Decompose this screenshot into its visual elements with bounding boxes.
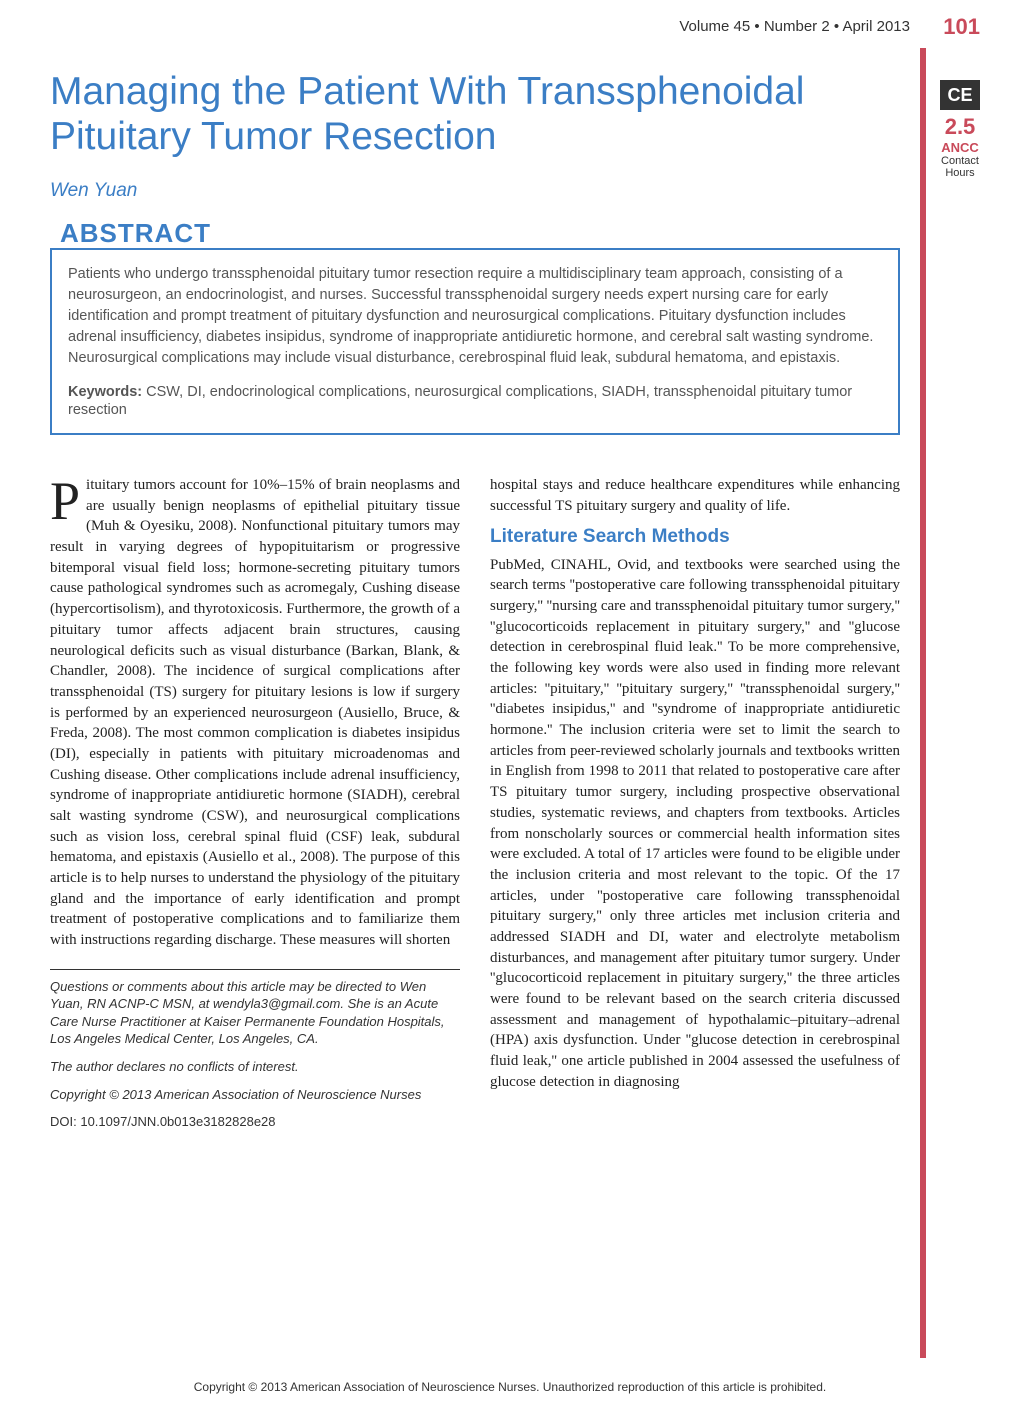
- keywords-line: Keywords: CSW, DI, endocrinological comp…: [68, 383, 882, 419]
- intro-paragraph: P ituitary tumors account for 10%–15% of…: [50, 475, 460, 951]
- abstract-text: Patients who undergo transsphenoidal pit…: [68, 264, 882, 369]
- keywords-label: Keywords:: [68, 384, 142, 400]
- col2-intro: hospital stays and reduce healthcare exp…: [490, 475, 900, 516]
- abstract-heading: ABSTRACT: [60, 218, 211, 249]
- page-number: 101: [943, 14, 980, 40]
- author-name: Wen Yuan: [50, 180, 137, 202]
- ce-badge: CE 2.5 ANCC Contact Hours: [930, 80, 990, 179]
- keywords-text: CSW, DI, endocrinological complications,…: [68, 384, 852, 418]
- footnote-conflicts: The author declares no conflicts of inte…: [50, 1058, 460, 1076]
- article-title: Managing the Patient With Transsphenoida…: [50, 70, 850, 160]
- section-heading-literature: Literature Search Methods: [490, 524, 900, 550]
- ce-contact: Contact: [930, 155, 990, 167]
- footnote-questions: Questions or comments about this article…: [50, 978, 460, 1048]
- ce-hours: 2.5: [930, 114, 990, 140]
- doi: DOI: 10.1097/JNN.0b013e3182828e28: [50, 1113, 460, 1131]
- ce-hours-label: Hours: [930, 167, 990, 179]
- right-column: hospital stays and reduce healthcare exp…: [490, 475, 900, 1131]
- body-columns: P ituitary tumors account for 10%–15% of…: [50, 475, 900, 1131]
- footnote-copyright: Copyright © 2013 American Association of…: [50, 1086, 460, 1104]
- ce-box-label: CE: [940, 80, 980, 110]
- left-column: P ituitary tumors account for 10%–15% of…: [50, 475, 460, 1131]
- header-bar: Volume 45 • Number 2 • April 2013 101: [0, 0, 1020, 48]
- intro-text: ituitary tumors account for 10%–15% of b…: [50, 477, 460, 948]
- section1-text: PubMed, CINAHL, Ovid, and textbooks were…: [490, 555, 900, 1093]
- abstract-box: Patients who undergo transsphenoidal pit…: [50, 248, 900, 435]
- footnote-divider: [50, 969, 460, 970]
- right-sidebar-stripe: [920, 48, 1020, 1358]
- bottom-copyright: Copyright © 2013 American Association of…: [0, 1380, 1020, 1394]
- dropcap: P: [50, 475, 86, 525]
- volume-info: Volume 45 • Number 2 • April 2013: [679, 18, 910, 35]
- ce-org: ANCC: [930, 140, 990, 155]
